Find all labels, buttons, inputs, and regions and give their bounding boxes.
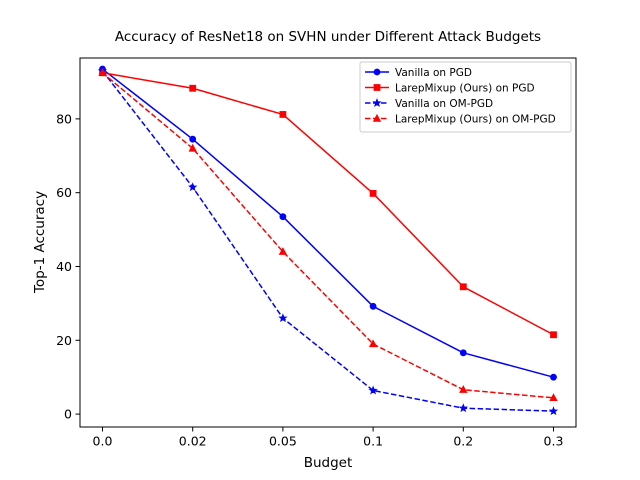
x-tick-label: 0.3 bbox=[544, 434, 564, 449]
chart-title: Accuracy of ResNet18 on SVHN under Diffe… bbox=[115, 29, 541, 45]
legend-label: Vanilla on OM-PGD bbox=[395, 98, 493, 110]
data-point bbox=[278, 313, 288, 323]
data-point bbox=[549, 393, 558, 402]
y-axis-label: Top-1 Accuracy bbox=[32, 191, 48, 294]
y-tick-label: 0 bbox=[64, 407, 72, 422]
legend-marker bbox=[372, 113, 382, 122]
series-line bbox=[102, 68, 554, 378]
data-point bbox=[459, 349, 467, 357]
legend-label: LarepMixup (Ours) on PGD bbox=[395, 82, 535, 94]
legend-entry: LarepMixup (Ours) on OM-PGD bbox=[365, 113, 556, 125]
legend-box bbox=[359, 61, 572, 133]
series-4 bbox=[98, 68, 558, 402]
data-point bbox=[279, 111, 287, 118]
data-point bbox=[550, 331, 557, 339]
data-point bbox=[188, 143, 197, 152]
legend-marker bbox=[372, 98, 382, 107]
series-line bbox=[102, 72, 554, 399]
data-point bbox=[368, 339, 378, 348]
data-point bbox=[278, 247, 288, 255]
y-tick-label: 80 bbox=[56, 111, 72, 126]
data-point bbox=[189, 84, 197, 92]
legend-label: LarepMixup (Ours) on OM-PGD bbox=[395, 113, 556, 125]
legend-entry: Vanilla on OM-PGD bbox=[365, 98, 493, 110]
legend-label: Vanilla on PGD bbox=[395, 67, 472, 79]
legend-entry: Vanilla on PGD bbox=[365, 67, 472, 79]
data-point bbox=[368, 385, 378, 395]
data-point bbox=[550, 373, 557, 381]
legend: Vanilla on PGD LarepMixup (Ours) on PGD Va… bbox=[359, 61, 572, 133]
x-tick-label: 0.02 bbox=[179, 434, 207, 449]
plot-frame bbox=[79, 57, 577, 428]
y-tick-label: 20 bbox=[56, 333, 72, 348]
y-axis: 0 20 40 60 80 bbox=[56, 111, 80, 422]
x-tick-label: 0.2 bbox=[453, 434, 473, 449]
x-axis-label: Budget bbox=[304, 455, 353, 471]
data-point bbox=[188, 182, 198, 192]
series-layer bbox=[97, 65, 559, 416]
y-tick-label: 60 bbox=[56, 185, 72, 200]
x-axis: 0.0 0.02 0.05 0.1 0.2 0.3 bbox=[93, 427, 564, 449]
series-line bbox=[101, 70, 554, 412]
x-tick-label: 0.05 bbox=[269, 434, 297, 449]
data-point bbox=[458, 403, 468, 413]
data-point bbox=[459, 385, 468, 393]
x-tick-label: 0.0 bbox=[93, 434, 113, 449]
y-tick-label: 40 bbox=[56, 259, 72, 274]
legend-marker bbox=[373, 84, 381, 91]
series-line bbox=[102, 72, 554, 336]
data-point bbox=[369, 302, 377, 310]
legend-entry: LarepMixup (Ours) on PGD bbox=[365, 82, 535, 94]
data-point bbox=[189, 135, 197, 143]
data-point bbox=[98, 68, 107, 76]
data-point bbox=[459, 283, 467, 291]
legend-marker bbox=[373, 68, 381, 76]
data-point bbox=[279, 213, 287, 221]
x-tick-label: 0.1 bbox=[363, 434, 383, 449]
data-point bbox=[369, 190, 377, 197]
data-point bbox=[548, 406, 559, 416]
